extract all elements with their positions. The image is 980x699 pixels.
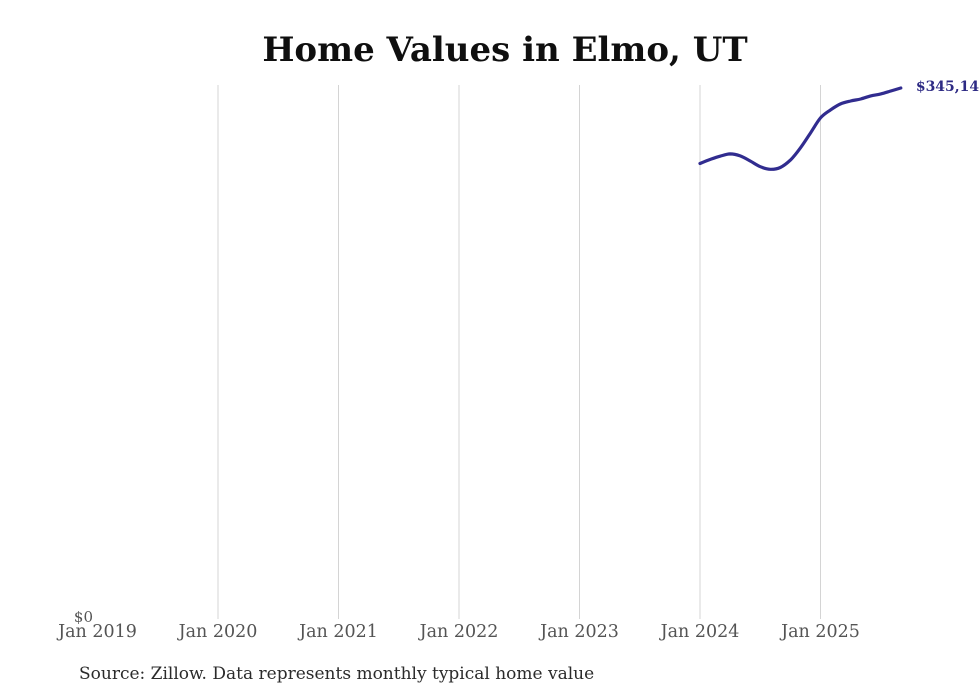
latest-value-label: $345,146	[915, 79, 980, 95]
y-axis-zero-label: $0	[73, 608, 93, 626]
x-tick-label: Jan 2025	[781, 622, 860, 642]
gridline-group	[217, 85, 821, 619]
chart-title: Home Values in Elmo, UT	[262, 30, 748, 70]
x-tick-label: Jan 2019	[58, 622, 137, 642]
x-tick-label: Jan 2022	[419, 622, 499, 642]
x-tick-label: Jan 2021	[299, 622, 378, 642]
x-tick-label: Jan 2023	[540, 622, 619, 642]
x-tick-label: Jan 2020	[178, 622, 258, 642]
source-note: Source: Zillow. Data represents monthly …	[79, 664, 595, 684]
x-tick-label: Jan 2024	[660, 622, 740, 642]
home-value-line	[698, 86, 903, 171]
